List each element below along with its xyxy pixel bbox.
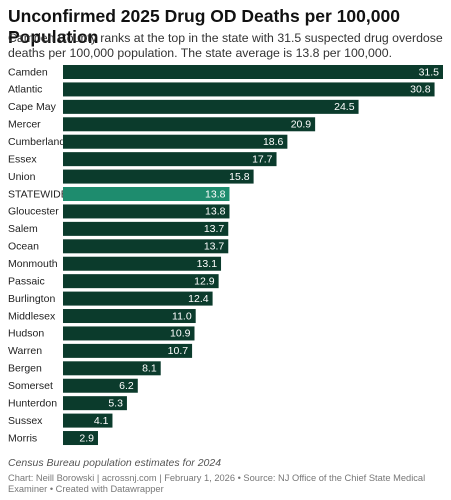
- category-label: Cape May: [8, 101, 57, 113]
- category-label: Camden: [8, 66, 48, 78]
- category-label: Bergen: [8, 363, 42, 375]
- category-label: Somerset: [8, 380, 53, 392]
- bar: [63, 378, 138, 393]
- bar: [63, 169, 254, 184]
- category-label: Burlington: [8, 293, 55, 305]
- value-label: 13.8: [205, 188, 226, 200]
- value-label: 5.3: [108, 397, 123, 409]
- value-label: 12.4: [188, 293, 209, 305]
- value-label: 4.1: [94, 415, 109, 427]
- category-label: Passaic: [8, 275, 45, 287]
- value-label: 17.7: [252, 153, 273, 165]
- bar: [63, 431, 98, 446]
- bar: [63, 309, 196, 324]
- bar: [63, 187, 230, 202]
- value-label: 2.9: [79, 432, 94, 444]
- category-label: Atlantic: [8, 84, 42, 96]
- value-label: 24.5: [334, 101, 355, 113]
- category-label: Union: [8, 171, 36, 183]
- value-label: 20.9: [291, 119, 312, 131]
- value-label: 10.7: [168, 345, 189, 357]
- value-label: 13.7: [204, 241, 225, 253]
- bar: [63, 221, 229, 236]
- value-label: 18.6: [263, 136, 284, 148]
- category-label: Warren: [8, 345, 42, 357]
- value-label: 11.0: [172, 310, 192, 322]
- category-label: STATEWIDE: [8, 188, 68, 200]
- bar: [63, 152, 277, 167]
- category-label: Hudson: [8, 328, 44, 340]
- value-label: 15.8: [229, 171, 250, 183]
- value-label: 30.8: [410, 84, 431, 96]
- bar: [63, 361, 161, 376]
- category-label: Mercer: [8, 119, 41, 131]
- value-label: 31.5: [419, 66, 440, 78]
- chart: Camden 31.5 Atlantic 30.8 Cape May 24.5 Mercer…: [8, 65, 443, 446]
- value-label: 12.9: [194, 275, 215, 287]
- bar: [63, 239, 229, 254]
- value-label: 13.8: [205, 206, 226, 218]
- bar: [63, 343, 193, 358]
- value-label: 13.7: [204, 223, 225, 235]
- category-label: Hunterdon: [8, 397, 57, 409]
- bar: [63, 274, 219, 289]
- bar: [63, 291, 213, 306]
- category-label: Monmouth: [8, 258, 58, 270]
- bar: [63, 413, 113, 428]
- value-label: 13.1: [197, 258, 218, 270]
- bar: [63, 82, 435, 97]
- category-label: Ocean: [8, 241, 39, 253]
- category-label: Sussex: [8, 415, 43, 427]
- category-label: Gloucester: [8, 206, 59, 218]
- value-label: 8.1: [142, 363, 157, 375]
- chart-note: Census Bureau population estimates for 2…: [8, 457, 222, 469]
- bar: [63, 134, 288, 149]
- bar: [63, 99, 359, 114]
- bar: [63, 204, 230, 219]
- value-label: 10.9: [170, 328, 191, 340]
- chart-source: Chart: Neill Borowski | acrossnj.com | F…: [8, 473, 426, 494]
- category-label: Morris: [8, 432, 37, 444]
- bar: [63, 326, 195, 341]
- bar: [63, 65, 443, 79]
- category-label: Essex: [8, 153, 37, 165]
- chart-title: Unconfirmed 2025 Drug OD Deaths per 100,…: [8, 6, 400, 47]
- category-label: Salem: [8, 223, 38, 235]
- category-label: Middlesex: [8, 310, 56, 322]
- bar: [63, 396, 127, 411]
- bar: [63, 117, 316, 132]
- chart-subtitle: Camden County ranks at the top in the st…: [8, 31, 443, 60]
- value-label: 6.2: [119, 380, 134, 392]
- bar: [63, 256, 222, 271]
- category-label: Cumberland: [8, 136, 65, 148]
